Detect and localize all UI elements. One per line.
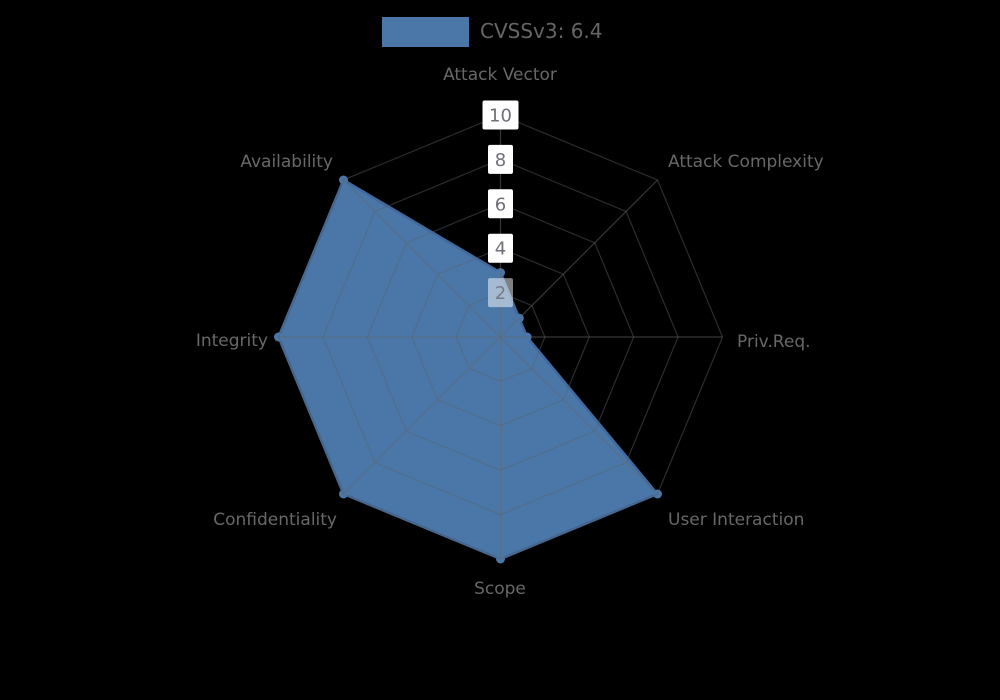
legend-swatch[interactable] [382, 17, 469, 47]
tick-box-4 [488, 233, 513, 263]
axis-name-layer: Attack Vector Attack Complexity Priv.Req. U… [196, 65, 824, 599]
grid-layer [277, 114, 724, 560]
tick-layer: 2 4 6 8 10 [482, 100, 519, 308]
axis-label-priv-req: Priv.Req. [737, 332, 811, 352]
tick-label-6: 6 [495, 194, 506, 215]
tick-label-10: 10 [489, 106, 512, 127]
axis-spoke-confidentiality [343, 336, 501, 495]
axis-label-availability: Availability [240, 152, 333, 172]
axis-spoke-user-interaction [500, 336, 658, 495]
axis-spoke-attack-complexity [500, 179, 658, 338]
axis-label-integrity: Integrity [196, 331, 268, 351]
tick-box-2 [488, 278, 513, 308]
tick-box-6 [488, 189, 513, 219]
legend-item-cvssv3[interactable]: CVSSv3: 6.4 [382, 17, 603, 47]
axis-label-user-interaction: User Interaction [668, 510, 804, 530]
tick-box-8 [488, 144, 513, 174]
tick-label-2: 2 [495, 283, 506, 304]
axis-label-attack-vector: Attack Vector [443, 65, 557, 85]
axis-spoke-availability [343, 179, 501, 338]
axis-label-attack-complexity: Attack Complexity [668, 152, 824, 172]
tick-label-4: 4 [495, 239, 506, 260]
tick-label-8: 8 [495, 150, 506, 171]
axis-label-scope: Scope [474, 579, 526, 599]
tick-box-10 [482, 100, 519, 130]
axis-label-confidentiality: Confidentiality [213, 510, 337, 530]
legend-label[interactable]: CVSSv3: 6.4 [480, 19, 603, 43]
